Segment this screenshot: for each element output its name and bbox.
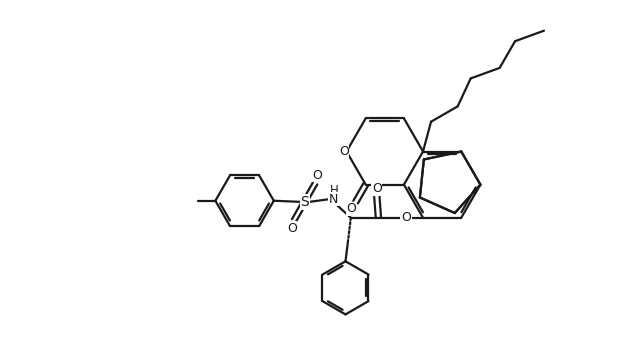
Text: O: O bbox=[401, 211, 411, 224]
Text: H: H bbox=[330, 184, 338, 197]
Text: O: O bbox=[312, 169, 323, 182]
Text: O: O bbox=[347, 203, 356, 215]
Text: N: N bbox=[329, 193, 339, 206]
Text: O: O bbox=[339, 145, 349, 158]
Text: S: S bbox=[300, 195, 309, 209]
Text: O: O bbox=[287, 222, 297, 235]
Text: O: O bbox=[372, 182, 382, 195]
